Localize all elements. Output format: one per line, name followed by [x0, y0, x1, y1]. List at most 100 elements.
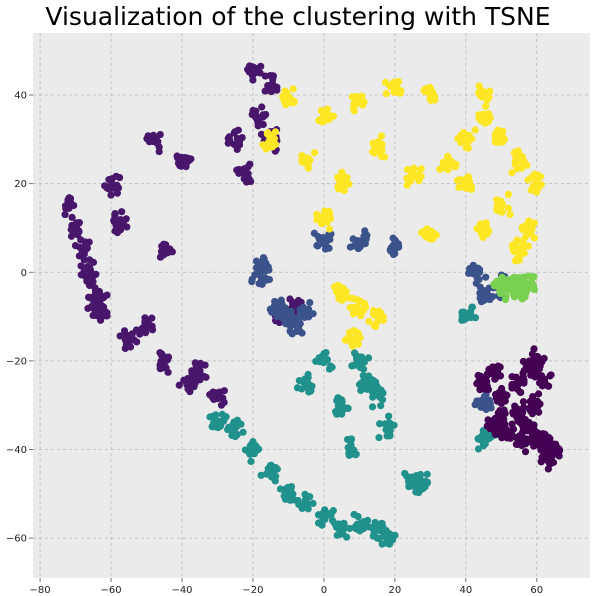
scatter-point [239, 428, 247, 436]
chart-title: Visualization of the clustering with TSN… [45, 2, 551, 31]
scatter-point [357, 312, 365, 320]
scatter-point [91, 284, 99, 292]
scatter-point [493, 196, 501, 204]
scatter-point [252, 264, 260, 272]
scatter-point [176, 162, 184, 170]
scatter-point [233, 135, 241, 143]
scatter-point [465, 177, 474, 185]
scatter-point [484, 117, 492, 126]
scatter-point [254, 115, 263, 123]
scatter-point [540, 354, 548, 363]
scatter-point [355, 237, 363, 245]
scatter-point [319, 108, 327, 117]
scatter-point [329, 112, 338, 120]
scatter-point [68, 213, 76, 221]
scatter-point [249, 438, 257, 446]
scatter-point [483, 377, 491, 386]
y-tick-label: −60 [6, 534, 27, 545]
scatter-point [89, 258, 98, 266]
scatter-point [368, 403, 377, 411]
scatter-point [61, 210, 69, 219]
scatter-point [268, 143, 277, 151]
scatter-point [443, 160, 451, 168]
scatter-point [529, 423, 537, 431]
scatter-point [208, 423, 216, 431]
scatter-point [377, 132, 386, 140]
scatter-point [318, 510, 327, 518]
scatter-point [491, 135, 499, 143]
scatter-point [250, 444, 258, 452]
scatter-point [519, 288, 527, 296]
scatter-point [528, 278, 536, 286]
scatter-point [331, 407, 340, 416]
scatter-point [286, 494, 294, 502]
scatter-point [377, 519, 385, 528]
scatter-point [163, 248, 171, 256]
scatter-point [364, 354, 373, 362]
scatter-point [550, 440, 558, 448]
scatter-point [514, 244, 522, 252]
scatter-point [352, 451, 360, 459]
scatter-point [343, 533, 351, 541]
scatter-point [506, 210, 514, 219]
scatter-point [525, 272, 533, 280]
scatter-point [295, 500, 303, 509]
scatter-point [515, 432, 523, 440]
scatter-point [519, 398, 528, 406]
scatter-point [495, 388, 503, 396]
scatter-point [192, 362, 200, 370]
scatter-point [269, 135, 277, 144]
scatter-point [257, 130, 266, 138]
scatter-point [83, 244, 91, 252]
scatter-point [515, 256, 523, 264]
scatter-point [138, 324, 146, 332]
scatter-point [343, 435, 352, 444]
scatter-point [360, 365, 368, 373]
scatter-point [361, 303, 370, 311]
scatter-point [361, 239, 369, 248]
scatter-point [328, 363, 336, 371]
scatter-point [250, 66, 258, 74]
scatter-point [148, 314, 156, 322]
axis-ticks: −80 −60 −40 −20 0 20 40 60 −60 −40 −20 0 20 40 [6, 91, 543, 596]
scatter-point [93, 299, 101, 307]
scatter-point [427, 228, 435, 236]
scatter-point [482, 273, 490, 281]
scatter-point [350, 510, 358, 519]
scatter-point [164, 368, 172, 376]
scatter-point [494, 394, 502, 402]
scatter-point [80, 267, 88, 276]
y-tick-label: 40 [14, 91, 27, 102]
scatter-point [475, 82, 483, 90]
scatter-point [350, 349, 359, 357]
scatter-point [514, 150, 523, 158]
scatter-point [530, 442, 538, 450]
scatter-point [486, 400, 494, 408]
scatter-point [549, 458, 558, 466]
scatter-point [280, 97, 288, 105]
scatter-point [298, 305, 306, 313]
scatter-point [495, 207, 503, 215]
scatter-point [534, 355, 542, 363]
scatter-point [75, 227, 83, 235]
scatter-point [513, 385, 522, 393]
scatter-point [417, 165, 425, 173]
scatter-point [327, 511, 335, 519]
scatter-point [478, 400, 486, 408]
scatter-point [280, 492, 288, 500]
scatter-point [471, 126, 479, 134]
x-tick-label: −20 [242, 585, 263, 596]
scatter-point [484, 416, 492, 424]
scatter-point [389, 234, 397, 242]
scatter-point [342, 288, 350, 296]
scatter-point [368, 148, 377, 156]
scatter-point [306, 493, 314, 501]
scatter-point [240, 169, 248, 177]
scatter-point [393, 80, 401, 88]
scatter-point [159, 361, 167, 369]
x-tick-label: −80 [30, 585, 51, 596]
scatter-point [164, 353, 173, 361]
scatter-point [267, 88, 275, 96]
scatter-point [483, 422, 491, 430]
scatter-point [325, 225, 334, 233]
